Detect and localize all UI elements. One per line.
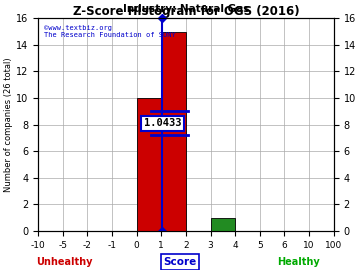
Bar <box>211 218 235 231</box>
Title: Z-Score Histogram for OGS (2016): Z-Score Histogram for OGS (2016) <box>73 5 299 18</box>
Text: Score: Score <box>163 257 197 267</box>
Bar <box>161 32 186 231</box>
Text: Unhealthy: Unhealthy <box>37 257 93 267</box>
Bar <box>136 98 161 231</box>
Text: Healthy: Healthy <box>278 257 320 267</box>
Text: ©www.textbiz.org
The Research Foundation of SUNY: ©www.textbiz.org The Research Foundation… <box>44 25 176 38</box>
Y-axis label: Number of companies (26 total): Number of companies (26 total) <box>4 57 13 192</box>
Text: Industry: Natural Gas: Industry: Natural Gas <box>123 4 249 14</box>
Text: 1.0433: 1.0433 <box>144 118 181 128</box>
